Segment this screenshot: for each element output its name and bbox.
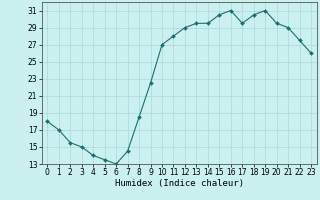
X-axis label: Humidex (Indice chaleur): Humidex (Indice chaleur) <box>115 179 244 188</box>
